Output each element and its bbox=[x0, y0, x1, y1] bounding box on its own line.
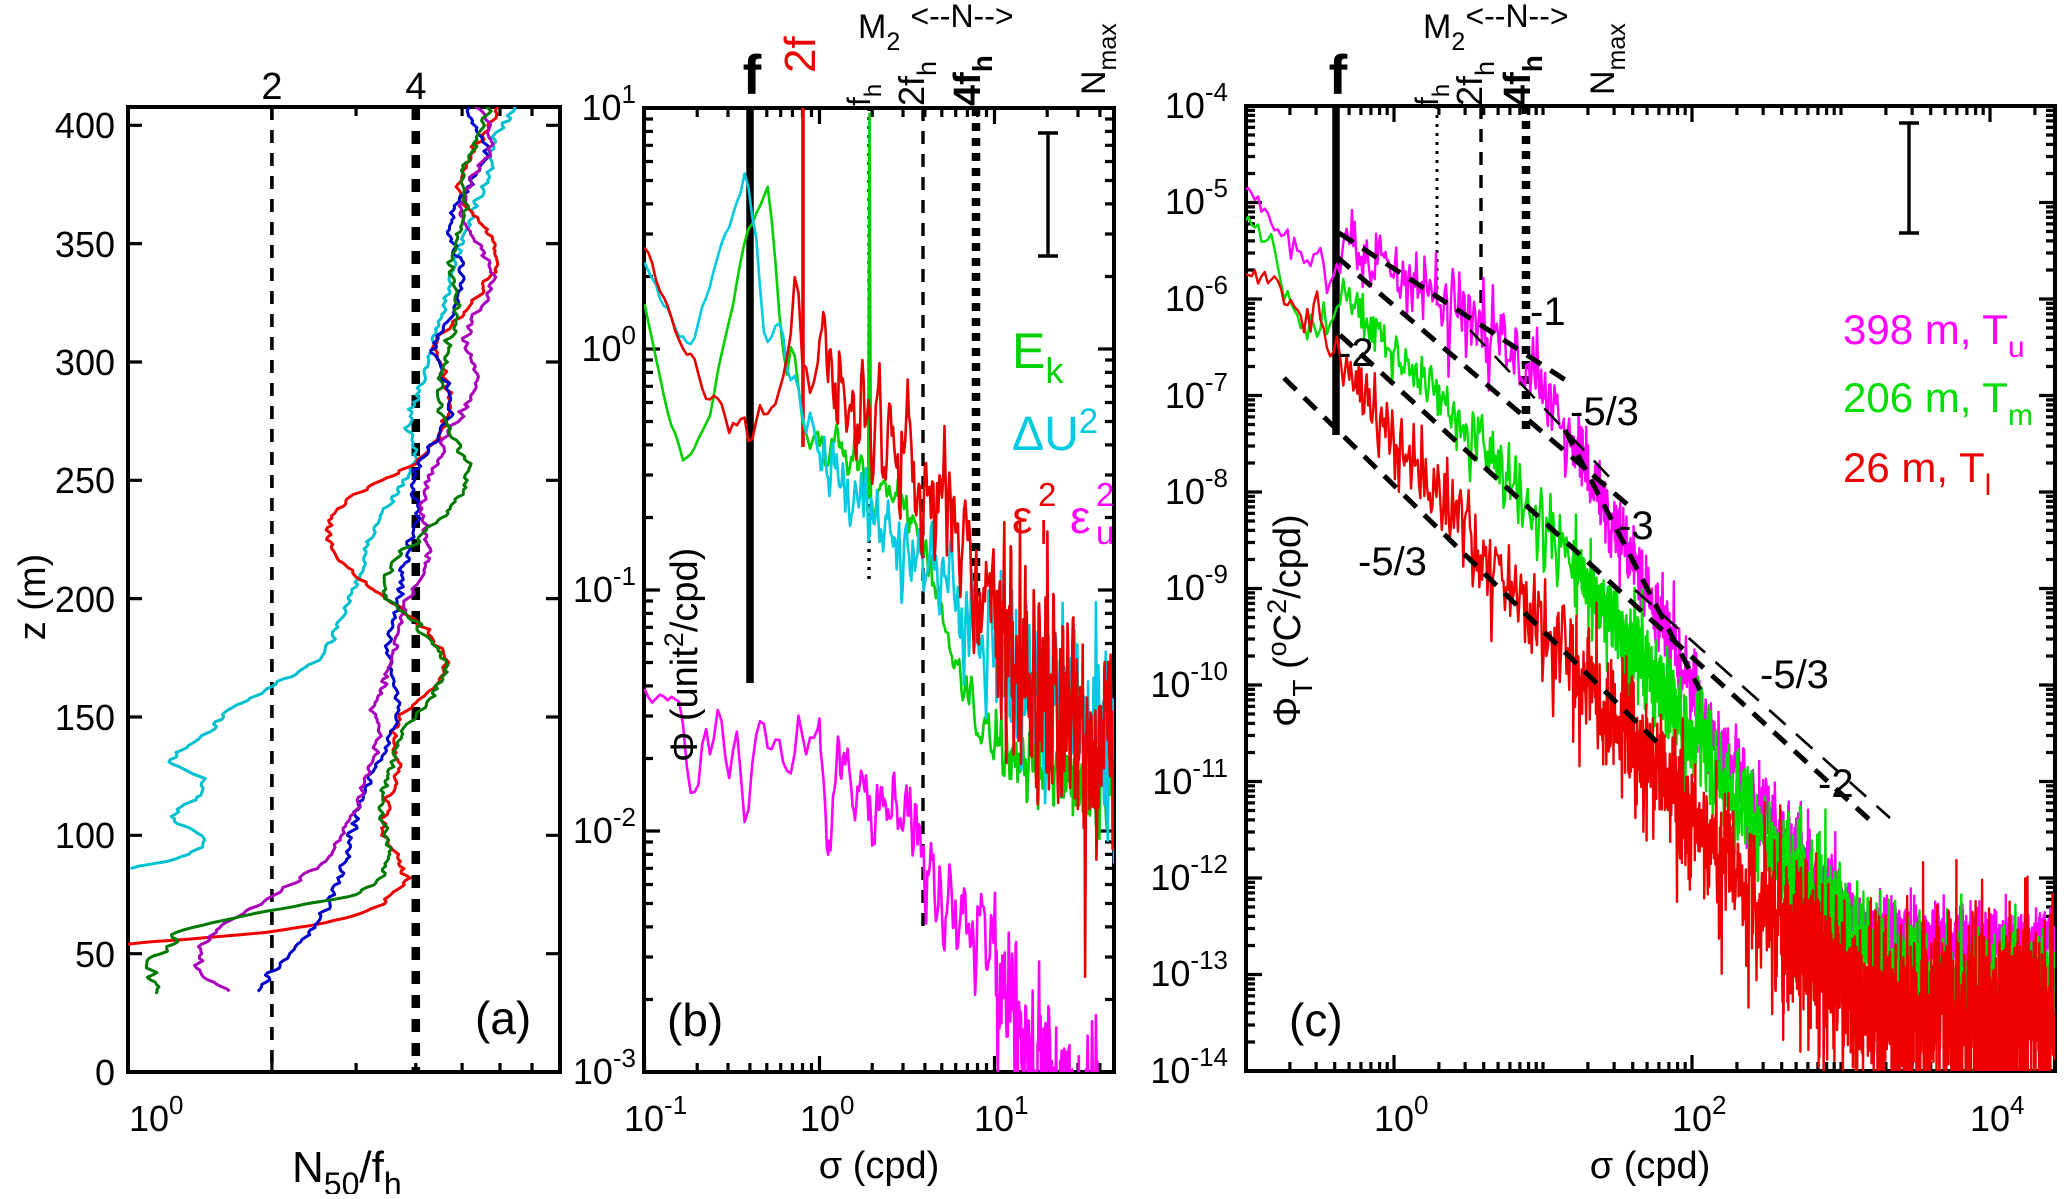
svg-text:100: 100 bbox=[800, 1090, 855, 1139]
svg-text:<--N-->: <--N--> bbox=[1465, 0, 1568, 34]
svg-text:-3: -3 bbox=[1618, 504, 1654, 548]
svg-text:(a): (a) bbox=[475, 992, 531, 1044]
svg-text:-1: -1 bbox=[1530, 290, 1566, 334]
svg-text:(b): (b) bbox=[667, 994, 723, 1046]
svg-text:<--N-->: <--N--> bbox=[910, 0, 1013, 34]
svg-text:350: 350 bbox=[55, 224, 115, 265]
svg-text:-5/3: -5/3 bbox=[1358, 540, 1427, 584]
svg-text:4: 4 bbox=[405, 66, 426, 108]
svg-text:2f: 2f bbox=[776, 36, 825, 73]
svg-text:-2: -2 bbox=[1338, 331, 1374, 375]
svg-text:σ (cpd): σ (cpd) bbox=[1590, 1145, 1711, 1187]
svg-text:150: 150 bbox=[55, 697, 115, 738]
svg-text:-5/3: -5/3 bbox=[1760, 653, 1829, 697]
svg-text:200: 200 bbox=[55, 579, 115, 620]
svg-text:250: 250 bbox=[55, 460, 115, 501]
svg-text:Φ (unit2/cpd): Φ (unit2/cpd) bbox=[659, 548, 706, 762]
svg-text:f: f bbox=[743, 43, 762, 106]
svg-text:10-2: 10-2 bbox=[573, 802, 636, 851]
svg-text:50: 50 bbox=[75, 934, 115, 975]
svg-text:300: 300 bbox=[55, 342, 115, 383]
svg-text:100: 100 bbox=[55, 815, 115, 856]
svg-text:f: f bbox=[1329, 43, 1348, 106]
svg-text:10-13: 10-13 bbox=[1150, 945, 1228, 994]
svg-text:z (m): z (m) bbox=[12, 554, 54, 641]
svg-text:-2: -2 bbox=[1818, 762, 1854, 806]
svg-text:(c): (c) bbox=[1289, 994, 1343, 1046]
svg-text:σ (cpd): σ (cpd) bbox=[819, 1145, 940, 1187]
svg-text:0: 0 bbox=[95, 1052, 115, 1093]
svg-text:2: 2 bbox=[261, 66, 282, 108]
svg-text:10-10: 10-10 bbox=[1150, 656, 1228, 705]
svg-text:ΔU2: ΔU2 bbox=[1012, 402, 1098, 461]
svg-text:400: 400 bbox=[55, 105, 115, 146]
svg-text:-5/3: -5/3 bbox=[1570, 390, 1639, 434]
